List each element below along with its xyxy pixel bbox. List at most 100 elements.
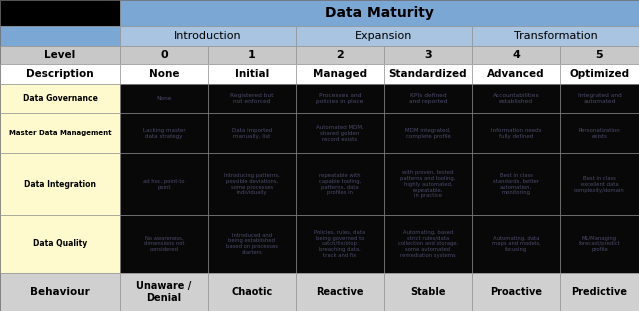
Bar (208, 273, 296, 311)
Bar (472, 26, 639, 46)
Text: Introducing patterns,
possible deviations,
some processes
individually: Introducing patterns, possible deviation… (224, 173, 280, 196)
Bar (560, 46, 639, 64)
Text: Reactive: Reactive (316, 287, 364, 297)
Bar (120, 113, 208, 154)
Bar (560, 215, 639, 273)
Text: Lacking master
data strategy: Lacking master data strategy (142, 128, 185, 139)
Bar (120, 215, 208, 273)
Bar (472, 215, 560, 273)
Bar (208, 84, 296, 113)
Text: Unaware /
Denial: Unaware / Denial (136, 281, 192, 303)
Bar (0, 84, 120, 113)
Text: 0: 0 (160, 50, 168, 60)
Bar (208, 215, 296, 273)
Text: 2: 2 (336, 50, 344, 60)
Text: Automated MDM,
shared golden
record exists: Automated MDM, shared golden record exis… (316, 125, 364, 142)
Text: Introduction: Introduction (174, 31, 242, 41)
Text: Standardized: Standardized (389, 69, 467, 79)
Text: Data Quality: Data Quality (33, 239, 87, 248)
Bar (296, 154, 384, 215)
Text: Data Governance: Data Governance (22, 94, 97, 103)
Bar (0, 64, 120, 84)
Bar (472, 113, 560, 154)
Text: Best in class
standards, better
automation,
monitoring: Best in class standards, better automati… (493, 173, 539, 196)
Bar (0, 215, 120, 273)
Bar (296, 26, 472, 46)
Text: Introduced and
being established
based on processes
starters: Introduced and being established based o… (226, 233, 278, 255)
Bar (120, 26, 296, 46)
Text: MDM integrated,
complete profile: MDM integrated, complete profile (405, 128, 451, 139)
Bar (0, 0, 120, 26)
Text: Managed: Managed (313, 69, 367, 79)
Bar (0, 154, 120, 215)
Text: Integrated and
automated: Integrated and automated (578, 93, 621, 104)
Bar (120, 84, 208, 113)
Text: Level: Level (44, 50, 75, 60)
Bar (560, 84, 639, 113)
Text: ad hoc, point-to
point: ad hoc, point-to point (143, 179, 185, 190)
Bar (472, 84, 560, 113)
Bar (560, 154, 639, 215)
Bar (208, 64, 296, 84)
Bar (384, 64, 472, 84)
Text: ML/Managing
forecast/predict
profile: ML/Managing forecast/predict profile (579, 235, 620, 252)
Bar (120, 273, 208, 311)
Bar (0, 273, 120, 311)
Text: None: None (157, 96, 172, 101)
Bar (0, 26, 120, 46)
Text: Predictive: Predictive (571, 287, 627, 297)
Bar (560, 113, 639, 154)
Bar (296, 215, 384, 273)
Bar (472, 46, 560, 64)
Text: Stable: Stable (410, 287, 446, 297)
Text: Best in class
excellent data
complexity/domain: Best in class excellent data complexity/… (574, 176, 625, 193)
Bar (296, 64, 384, 84)
Text: Advanced: Advanced (487, 69, 545, 79)
Bar (0, 46, 120, 64)
Text: Information needs
fully defined: Information needs fully defined (491, 128, 541, 139)
Text: Accountabilities
established: Accountabilities established (493, 93, 539, 104)
Text: None: None (149, 69, 180, 79)
Bar (0, 113, 120, 154)
Text: Optimized: Optimized (569, 69, 629, 79)
Bar (120, 46, 208, 64)
Bar (208, 46, 296, 64)
Text: 1: 1 (248, 50, 256, 60)
Text: Processes and
policies in place: Processes and policies in place (316, 93, 364, 104)
Bar (296, 113, 384, 154)
Text: KPIs defined
and reported: KPIs defined and reported (409, 93, 447, 104)
Text: repeatable with
capable tooling,
patterns, data
profiles in: repeatable with capable tooling, pattern… (319, 173, 361, 196)
Text: Automating, based
strict rules/data
collection and storage,
some automated
remed: Automating, based strict rules/data coll… (398, 230, 458, 258)
Text: Data Integration: Data Integration (24, 180, 96, 189)
Text: Transformation: Transformation (514, 31, 597, 41)
Bar (384, 84, 472, 113)
Text: 4: 4 (512, 50, 520, 60)
Bar (472, 64, 560, 84)
Bar (384, 46, 472, 64)
Text: Policies, rules, data
being governed to
catch/fix/stop
breaching data,
track and: Policies, rules, data being governed to … (314, 230, 366, 258)
Text: Chaotic: Chaotic (231, 287, 273, 297)
Text: 5: 5 (596, 50, 603, 60)
Bar (472, 154, 560, 215)
Bar (120, 64, 208, 84)
Text: Description: Description (26, 69, 94, 79)
Text: Personalization
exists: Personalization exists (579, 128, 620, 139)
Bar (120, 154, 208, 215)
Bar (208, 113, 296, 154)
Bar (296, 84, 384, 113)
Bar (296, 273, 384, 311)
Text: Automating, data
maps and models,
focusing: Automating, data maps and models, focusi… (491, 235, 541, 252)
Bar (384, 113, 472, 154)
Text: Data Maturity: Data Maturity (325, 6, 434, 20)
Text: Proactive: Proactive (490, 287, 542, 297)
Text: 3: 3 (424, 50, 432, 60)
Text: with proven, tested
patterns and tooling,
highly automated,
repeatable,
in pract: with proven, tested patterns and tooling… (400, 170, 456, 198)
Bar (560, 64, 639, 84)
Text: Master Data Management: Master Data Management (9, 130, 111, 136)
Text: Behaviour: Behaviour (30, 287, 90, 297)
Text: Expansion: Expansion (355, 31, 413, 41)
Text: Initial: Initial (235, 69, 269, 79)
Text: Data imported
manually, list: Data imported manually, list (232, 128, 272, 139)
Bar (384, 154, 472, 215)
Text: Registered but
not enforced: Registered but not enforced (230, 93, 273, 104)
